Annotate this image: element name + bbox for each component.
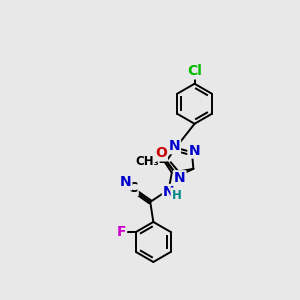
Text: N: N (163, 185, 175, 199)
Text: H: H (172, 188, 182, 202)
Text: N: N (120, 176, 131, 190)
Text: C: C (128, 181, 138, 195)
Text: Cl: Cl (187, 64, 202, 78)
Text: F: F (117, 225, 126, 239)
Text: N: N (188, 144, 200, 158)
Text: O: O (155, 146, 167, 161)
Text: CH₃: CH₃ (135, 155, 159, 168)
Text: N: N (174, 171, 185, 185)
Text: N: N (168, 139, 180, 153)
